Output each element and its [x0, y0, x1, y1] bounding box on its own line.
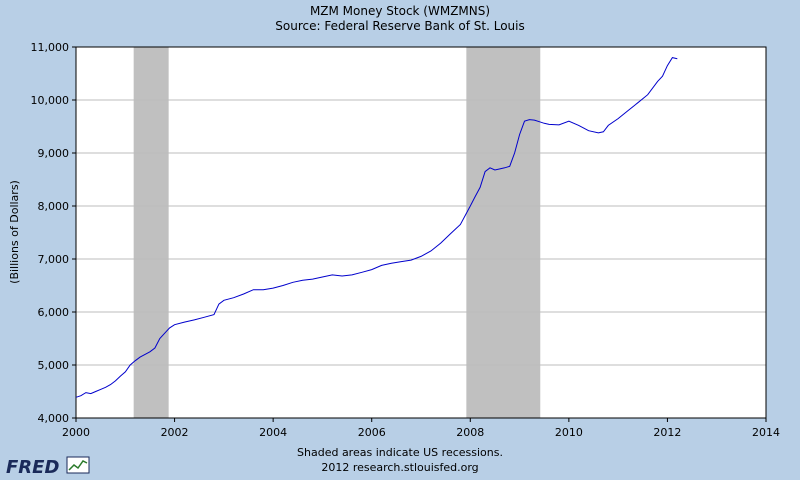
- grid-lines: [76, 99, 766, 366]
- recession-bands: [133, 47, 541, 418]
- x-tick-label: 2004: [259, 426, 287, 439]
- y-tick-label: 11,000: [31, 41, 70, 54]
- x-tick-label: 2008: [456, 426, 484, 439]
- footer-credit: 2012 research.stlouisfed.org: [321, 461, 478, 474]
- y-tick-label: 7,000: [38, 253, 70, 266]
- fred-logo-text: FRED: [6, 457, 59, 478]
- y-tick-label: 4,000: [38, 412, 70, 425]
- y-tick-label: 9,000: [38, 147, 70, 160]
- recession-band-0: [133, 47, 169, 418]
- x-tick-label: 2012: [653, 426, 681, 439]
- fred-logo-chart-icon: [66, 456, 90, 474]
- x-tick-label: 2000: [62, 426, 90, 439]
- plot-area: [76, 47, 766, 418]
- x-tick-label: 2010: [555, 426, 583, 439]
- x-tick-labels: 2000 2002 2004 2006 2008 2010 2012 2014: [62, 426, 780, 439]
- y-tick-label: 8,000: [38, 200, 70, 213]
- y-tick-labels: 4,000 5,000 6,000 7,000 8,000 9,000 10,000 11,0…: [31, 41, 70, 425]
- y-tick-label: 10,000: [31, 94, 70, 107]
- fred-logo[interactable]: FRED: [6, 456, 90, 478]
- plot-border: [75, 46, 767, 419]
- y-tick-label: 5,000: [38, 359, 70, 372]
- fred-logo-line-icon: [68, 460, 88, 471]
- x-tick-label: 2002: [161, 426, 189, 439]
- x-tick-label: 2006: [358, 426, 386, 439]
- y-tick-label: 6,000: [38, 306, 70, 319]
- series-line: [75, 57, 678, 398]
- chart-title: MZM Money Stock (WMZMNS): [310, 4, 490, 18]
- axis-ticks: [72, 46, 767, 422]
- recession-band-1: [466, 47, 541, 418]
- footer-note: Shaded areas indicate US recessions.: [297, 446, 503, 459]
- chart-subtitle: Source: Federal Reserve Bank of St. Loui…: [275, 19, 524, 33]
- y-axis-label: (Billions of Dollars): [8, 180, 21, 284]
- x-tick-label: 2014: [752, 426, 780, 439]
